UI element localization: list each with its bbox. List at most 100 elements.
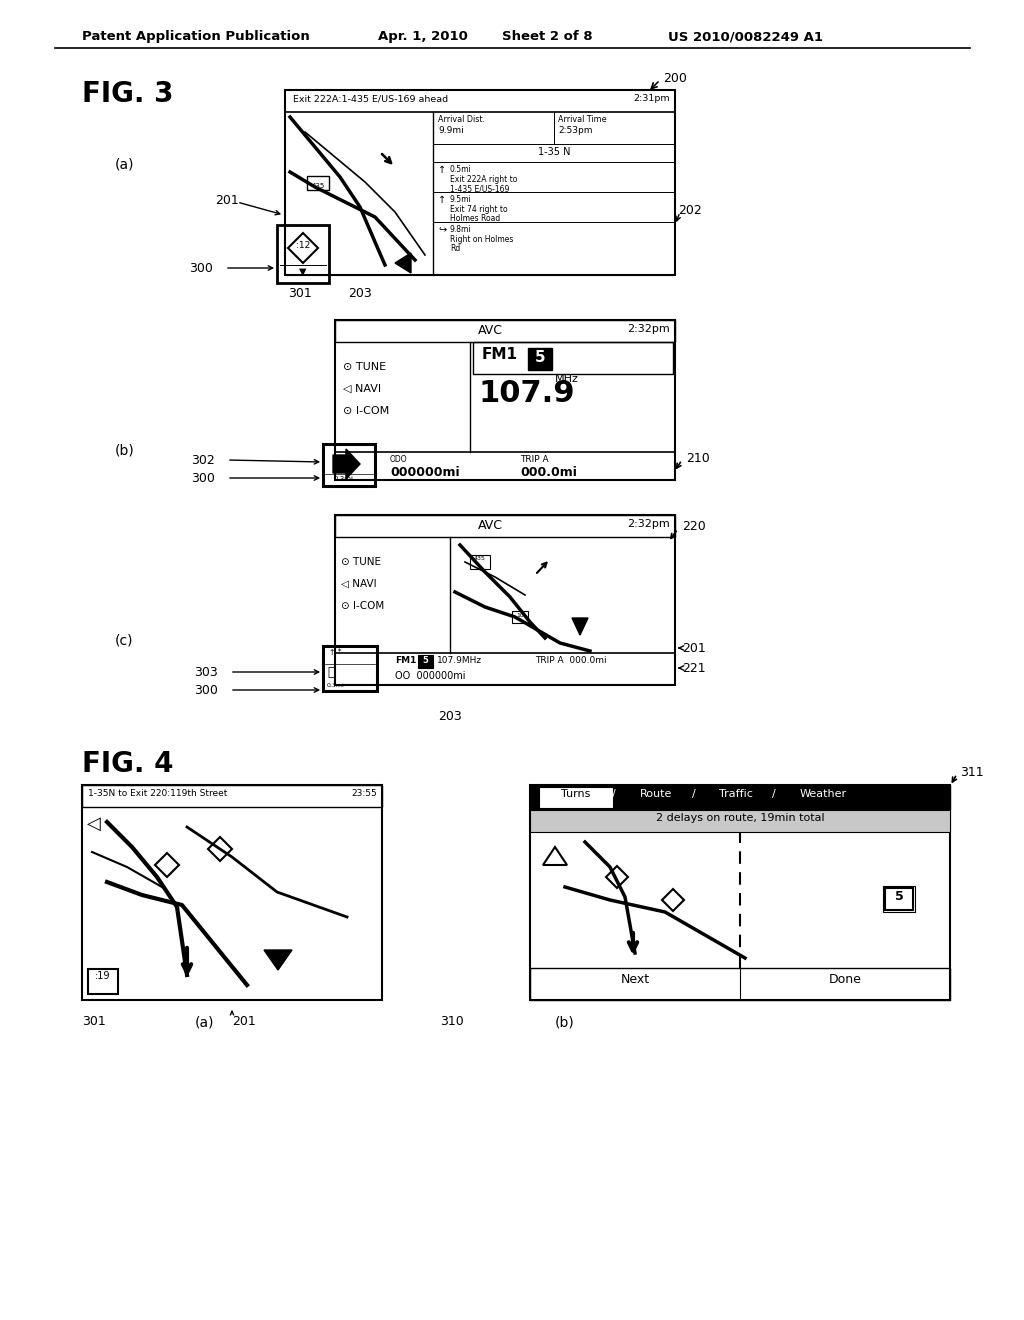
- Text: ◁ NAVI: ◁ NAVI: [343, 384, 381, 393]
- Text: /: /: [692, 789, 696, 799]
- Text: Sheet 2 of 8: Sheet 2 of 8: [502, 30, 593, 44]
- Text: Done: Done: [828, 973, 861, 986]
- Text: Next: Next: [621, 973, 649, 986]
- Text: 435: 435: [311, 183, 325, 189]
- Text: (c): (c): [115, 634, 133, 647]
- Text: 310: 310: [440, 1015, 464, 1028]
- Text: Traffic: Traffic: [719, 789, 753, 799]
- Text: 1-35N to Exit 220:119th Street: 1-35N to Exit 220:119th Street: [88, 789, 227, 799]
- Bar: [335, 653, 675, 685]
- Text: 203: 203: [438, 710, 462, 723]
- Text: 201: 201: [682, 642, 706, 655]
- Text: Arrival Time: Arrival Time: [558, 115, 606, 124]
- Bar: [883, 886, 915, 912]
- Text: AVC: AVC: [477, 323, 503, 337]
- Text: 435: 435: [474, 556, 486, 561]
- Text: OO  000000mi: OO 000000mi: [395, 671, 466, 681]
- Polygon shape: [395, 253, 411, 273]
- Text: 9.9mi: 9.9mi: [438, 125, 464, 135]
- Text: /: /: [772, 789, 776, 799]
- Text: ↑: ↑: [438, 195, 446, 205]
- Text: 0.3mi: 0.3mi: [327, 682, 345, 688]
- Text: 2:53pm: 2:53pm: [558, 125, 593, 135]
- Text: 0.3mi: 0.3mi: [333, 477, 353, 482]
- Text: Exit 222A right to: Exit 222A right to: [450, 176, 517, 183]
- Text: Weather: Weather: [800, 789, 847, 799]
- Text: 200: 200: [663, 71, 687, 84]
- Text: Exit 222A:1-435 E/US-169 ahead: Exit 222A:1-435 E/US-169 ahead: [293, 94, 449, 103]
- Text: 201: 201: [215, 194, 239, 206]
- Text: 000.0mi: 000.0mi: [520, 466, 577, 479]
- Text: 311: 311: [961, 766, 984, 779]
- Text: 221: 221: [682, 661, 706, 675]
- Text: US 2010/0082249 A1: US 2010/0082249 A1: [668, 30, 823, 44]
- Bar: [885, 888, 913, 909]
- Text: 10: 10: [516, 612, 524, 618]
- Text: 300: 300: [191, 471, 215, 484]
- Text: 202: 202: [678, 203, 701, 216]
- Text: (a): (a): [115, 158, 134, 172]
- Text: 5: 5: [895, 890, 903, 903]
- Text: :19: :19: [95, 972, 111, 981]
- Bar: [418, 655, 433, 668]
- Bar: [278, 224, 329, 282]
- Text: ODO: ODO: [390, 455, 408, 465]
- Bar: [323, 444, 375, 486]
- Text: TRIP A  000.0mi: TRIP A 000.0mi: [535, 656, 606, 665]
- Bar: [335, 515, 675, 685]
- Bar: [473, 342, 673, 374]
- Text: 🗺: 🗺: [327, 667, 335, 678]
- Text: 5: 5: [535, 350, 546, 366]
- Text: 23:55: 23:55: [351, 789, 377, 799]
- Text: 2:31pm: 2:31pm: [634, 94, 670, 103]
- Bar: [530, 785, 950, 1001]
- Bar: [82, 785, 382, 807]
- Text: 0.5mi: 0.5mi: [450, 165, 472, 174]
- Bar: [335, 515, 675, 537]
- Text: /: /: [612, 789, 615, 799]
- Text: FIG. 3: FIG. 3: [82, 81, 173, 108]
- Text: 301: 301: [288, 286, 312, 300]
- Text: Turns: Turns: [561, 789, 591, 799]
- Polygon shape: [264, 950, 292, 970]
- Text: Holmes Road: Holmes Road: [450, 214, 501, 223]
- Text: ↪: ↪: [438, 224, 446, 235]
- Text: 1-435 E/US-169: 1-435 E/US-169: [450, 183, 509, 193]
- Text: (b): (b): [555, 1015, 574, 1030]
- Text: 107.9: 107.9: [478, 379, 574, 408]
- Bar: [335, 451, 675, 480]
- Text: Route: Route: [640, 789, 672, 799]
- Text: Patent Application Publication: Patent Application Publication: [82, 30, 309, 44]
- Bar: [335, 319, 675, 480]
- Polygon shape: [572, 618, 588, 635]
- Text: ⊙ I-COM: ⊙ I-COM: [341, 601, 384, 611]
- Bar: [530, 968, 950, 1001]
- Text: 2:32pm: 2:32pm: [628, 323, 670, 334]
- Text: 203: 203: [348, 286, 372, 300]
- Text: 107.9MHz: 107.9MHz: [437, 656, 482, 665]
- Text: ⊙ TUNE: ⊙ TUNE: [343, 362, 386, 372]
- Text: ◁ NAVI: ◁ NAVI: [341, 579, 377, 589]
- Text: AVC: AVC: [477, 519, 503, 532]
- Bar: [530, 785, 950, 810]
- Text: 2 delays on route, 19min total: 2 delays on route, 19min total: [655, 813, 824, 822]
- Text: ⊙ I-COM: ⊙ I-COM: [343, 407, 389, 416]
- Bar: [323, 645, 377, 690]
- Bar: [307, 176, 329, 190]
- Bar: [470, 554, 490, 569]
- Text: 303: 303: [195, 665, 218, 678]
- Text: 302: 302: [191, 454, 215, 466]
- Text: FIG. 4: FIG. 4: [82, 750, 173, 777]
- Text: (a): (a): [195, 1015, 214, 1030]
- Text: 000000mi: 000000mi: [390, 466, 460, 479]
- Text: 220: 220: [682, 520, 706, 533]
- Bar: [539, 787, 613, 808]
- Text: 5: 5: [423, 656, 428, 665]
- Text: Exit 74 right to: Exit 74 right to: [450, 205, 508, 214]
- Bar: [512, 611, 528, 623]
- Text: 300: 300: [195, 684, 218, 697]
- Text: ▼: ▼: [299, 267, 307, 277]
- Text: FM1: FM1: [395, 656, 417, 665]
- Text: Arrival Dist.: Arrival Dist.: [438, 115, 485, 124]
- Bar: [285, 90, 675, 112]
